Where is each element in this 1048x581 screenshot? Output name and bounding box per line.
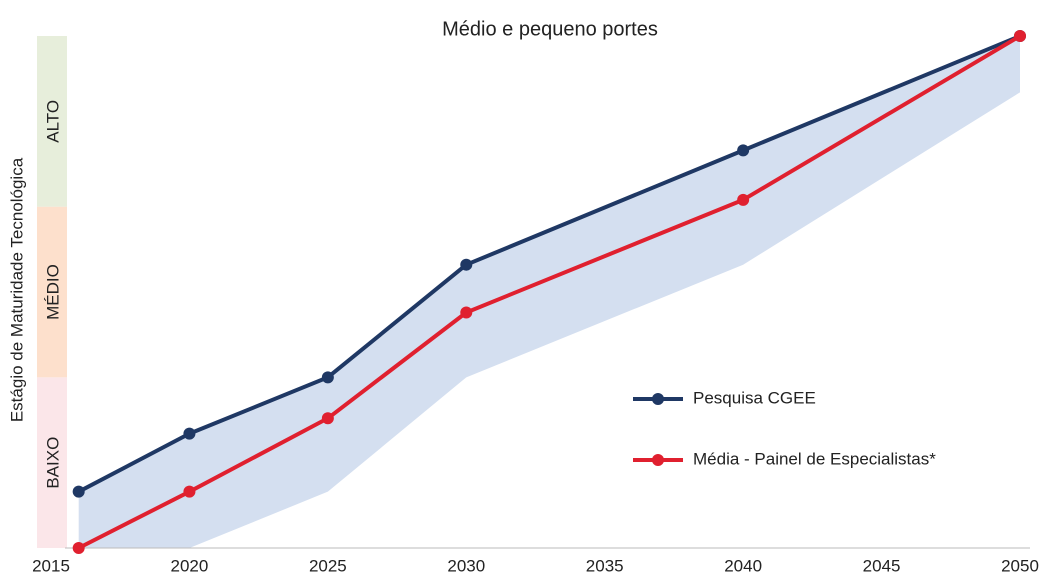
range-area: [78, 36, 1020, 548]
x-tick-label: 2030: [447, 556, 485, 575]
series-marker: [72, 485, 85, 498]
series-marker: [460, 306, 473, 319]
x-tick-label: 2050: [1001, 556, 1039, 575]
series-marker: [183, 485, 196, 498]
series-marker: [321, 371, 334, 384]
legend-label: Pesquisa CGEE: [693, 388, 816, 407]
y-axis-label: Estágio de Maturidade Tecnológica: [7, 157, 26, 422]
chart-title: Médio e pequeno portes: [442, 18, 658, 40]
series-marker: [737, 144, 750, 157]
band-label: BAIXO: [43, 437, 62, 489]
series-marker: [321, 412, 334, 425]
x-tick-label: 2020: [171, 556, 209, 575]
x-tick-label: 2040: [724, 556, 762, 575]
x-tick-label: 2025: [309, 556, 347, 575]
series-marker: [737, 193, 750, 206]
maturity-band: [37, 36, 67, 207]
band-label: MÉDIO: [43, 264, 62, 320]
series-line: [77, 34, 1021, 494]
maturity-band: [37, 206, 67, 378]
legend-label: Média - Painel de Especialistas*: [693, 449, 936, 468]
series-marker: [183, 427, 196, 440]
series-marker: [72, 542, 85, 554]
band-label: ALTO: [43, 100, 62, 143]
series-marker: [1014, 30, 1026, 42]
x-tick-label: 2035: [586, 556, 624, 575]
x-tick-label: 2015: [32, 556, 70, 575]
maturity-band: [37, 377, 67, 548]
legend-marker: [652, 393, 664, 405]
x-tick-label: 2045: [863, 556, 901, 575]
series-marker: [460, 258, 473, 271]
legend-marker: [652, 454, 664, 466]
series-line: [77, 34, 1022, 550]
